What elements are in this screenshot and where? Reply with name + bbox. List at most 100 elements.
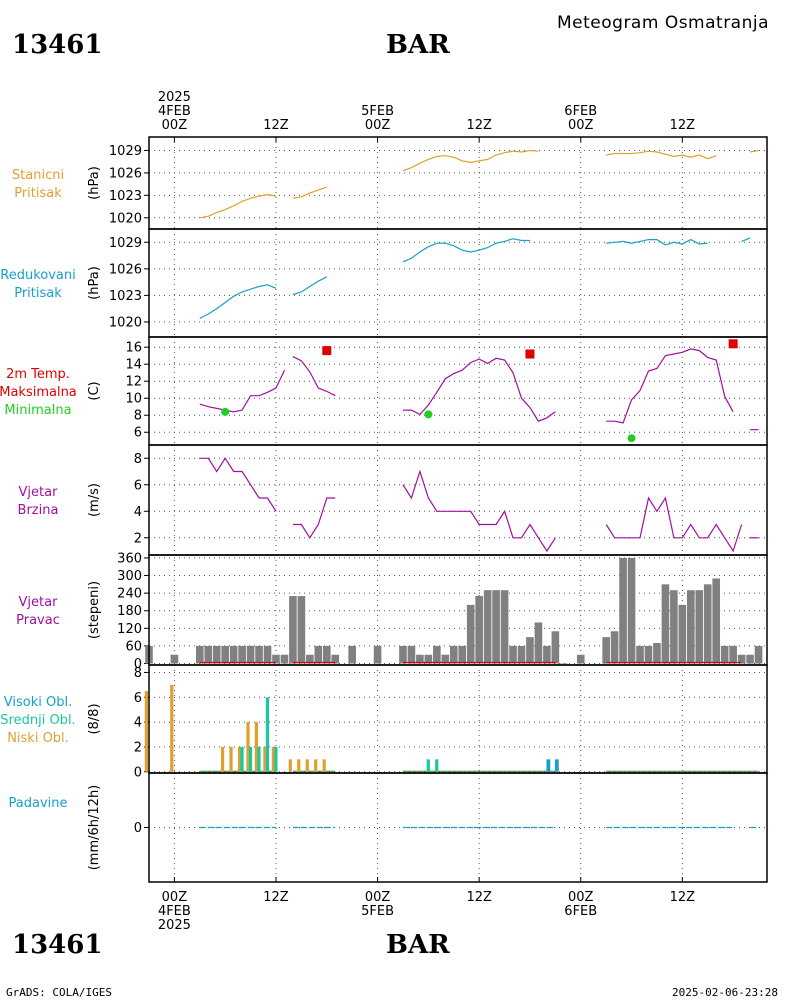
y-tick-label: 2	[134, 740, 142, 755]
panel-side-label: Srednji Obl.	[0, 713, 75, 728]
direction-bar	[348, 645, 356, 664]
cloud-bar	[314, 759, 318, 772]
y-tick-label: 6	[134, 691, 142, 706]
cloud-bar	[254, 722, 259, 772]
y-tick-label: 0	[134, 821, 142, 836]
direction-bar	[204, 645, 213, 664]
direction-bar	[737, 654, 746, 664]
time-label-top: 12Z	[670, 118, 696, 133]
direction-bar	[331, 654, 340, 664]
series-line	[402, 469, 556, 553]
panel-side-label: Brzina	[18, 503, 59, 518]
series-line	[292, 356, 336, 397]
direction-bar	[195, 645, 204, 664]
time-label-bottom: 5FEB	[361, 904, 394, 919]
panel-side-label: Minimalna	[4, 403, 71, 418]
cloud-bar	[265, 697, 270, 772]
direction-bar	[670, 590, 678, 664]
panel-oblaci: 0 2 4 6 8 (8/8) Visoki Obl. Srednji Obl. Niski O…	[0, 664, 768, 780]
panel-frame	[148, 444, 768, 556]
direction-bar	[441, 654, 450, 664]
cloud-bar	[229, 746, 233, 772]
cloud-bar	[288, 759, 292, 772]
direction-bar	[373, 645, 382, 664]
panel-brzina: 2 4 6 8 (m/s) Vjetar Brzina	[18, 444, 768, 556]
cloud-bar	[274, 746, 278, 772]
min-temp-marker	[424, 410, 433, 419]
time-label-bottom: 12Z	[263, 890, 289, 905]
y-tick-label: 8	[134, 452, 142, 467]
y-tick-label: 180	[117, 604, 142, 619]
chart-title: Meteogram Osmatranja	[557, 13, 770, 33]
y-tick-label: 16	[125, 341, 142, 356]
cloud-bar	[271, 746, 275, 772]
direction-bar	[602, 637, 610, 664]
direction-bar	[246, 645, 255, 664]
panel-temp: 6 8 10 12 14 16 (C) 2m Temp. Maksimalna Minimalna	[0, 336, 768, 446]
cloud-bar	[435, 759, 439, 772]
series-line	[199, 284, 277, 319]
direction-bar	[306, 654, 314, 664]
direction-bar	[661, 584, 670, 664]
cloud-bar	[257, 746, 261, 772]
time-label-bottom: 6FEB	[564, 904, 597, 919]
cloud-bar	[554, 759, 559, 772]
panel-frame	[148, 228, 768, 338]
direction-bar	[686, 590, 695, 664]
panel-side-label: Visoki Obl.	[4, 695, 72, 710]
direction-bar	[534, 622, 543, 664]
direction-bar	[399, 645, 407, 664]
series-line	[402, 149, 539, 172]
direction-bar	[703, 584, 712, 664]
direction-bar	[619, 557, 627, 664]
panel-pravac: 0 60 120 180 240 300 360 (stepeni) Vjetar Pravac	[16, 551, 768, 672]
y-tick-label: 1026	[109, 166, 142, 181]
time-label-top: 00Z	[568, 118, 594, 133]
max-temp-marker	[525, 349, 535, 359]
direction-bar	[221, 645, 230, 664]
y-tick-label: 14	[125, 358, 142, 373]
direction-bar	[576, 654, 585, 664]
y-tick-label: 8	[134, 409, 142, 424]
cloud-bar	[263, 746, 267, 772]
series-line	[199, 193, 277, 219]
direction-bar	[466, 604, 475, 664]
direction-bar	[492, 590, 500, 664]
max-temp-marker	[322, 346, 332, 356]
cloud-bar	[248, 746, 253, 772]
panel-stanicni: 1020 1023 1026 1029 (hPa) Stanicni Pritisak	[12, 136, 768, 230]
direction-bar	[170, 654, 179, 664]
direction-bar	[458, 645, 467, 664]
direction-bar	[500, 590, 509, 664]
cloud-bar	[246, 722, 250, 772]
direction-bar	[255, 645, 263, 664]
series-line	[403, 357, 556, 422]
time-label-bottom: 00Z	[162, 890, 188, 905]
panel-side-label: Pritisak	[14, 186, 62, 201]
y-tick-label: 1020	[109, 315, 142, 330]
direction-bar	[238, 645, 246, 664]
direction-bar	[280, 654, 289, 664]
y-tick-label: 240	[117, 587, 142, 602]
time-label-top: 12Z	[263, 118, 289, 133]
footer-credit: GrADS: COLA/IGES	[6, 986, 112, 999]
max-temp-marker	[728, 339, 738, 349]
direction-bar	[272, 654, 280, 664]
panel-side-label: Maksimalna	[0, 385, 77, 400]
direction-bar	[449, 645, 458, 664]
direction-bar	[322, 645, 331, 664]
direction-bar	[653, 643, 661, 664]
time-label-top: 00Z	[365, 118, 391, 133]
station-name-bottom: BAR	[386, 930, 450, 960]
direction-bar	[483, 590, 492, 664]
direction-bar	[712, 578, 721, 664]
panel-side-label: Stanicni	[12, 168, 64, 183]
cloud-bar	[305, 759, 309, 772]
panel-frame	[148, 772, 768, 883]
direction-bar	[678, 604, 687, 664]
panel-side-label: Redukovani	[0, 268, 75, 283]
direction-bar	[475, 596, 483, 664]
cloud-bar	[170, 684, 174, 772]
station-name-top: BAR	[386, 30, 450, 60]
